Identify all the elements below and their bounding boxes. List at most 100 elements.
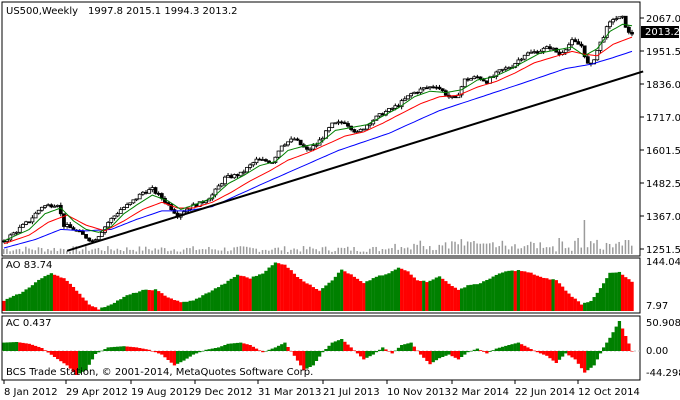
price-scale[interactable]: 2067.0 1951.5 1836.0 1717.0 1601.5 1482.5 1367…	[640, 14, 680, 379]
time-tick-label: 2 Mar 2014	[452, 387, 509, 398]
bullish-candle	[330, 122, 335, 128]
volume-bar	[81, 249, 84, 254]
volume-bar	[561, 241, 564, 254]
ac-bar	[100, 350, 104, 352]
price-candles[interactable]	[2, 15, 634, 244]
bullish-candle	[122, 207, 126, 210]
ao-bar	[321, 288, 325, 311]
ac-scale-label: -44.298	[646, 368, 680, 379]
volume-bar	[173, 249, 175, 254]
ao-bar	[267, 267, 271, 311]
ac-bar	[71, 351, 76, 372]
volume-bar	[277, 247, 280, 254]
bullish-candle	[238, 171, 243, 177]
bearish-candle	[431, 86, 436, 89]
ac-bar	[381, 347, 385, 351]
bearish-candle	[295, 138, 300, 141]
ac-bar	[43, 350, 47, 351]
bullish-candle	[399, 100, 404, 108]
ac-bar	[90, 351, 95, 360]
ao-bar	[586, 302, 590, 311]
volume-bar	[564, 248, 567, 254]
bullish-candle	[418, 88, 423, 94]
ao-bar	[131, 292, 136, 311]
volume-bar	[170, 250, 172, 254]
volume-bar	[539, 242, 541, 254]
ac-bar	[384, 349, 388, 351]
ac-bar	[428, 351, 432, 365]
support-trendline[interactable]	[66, 70, 644, 252]
bullish-candle	[276, 150, 281, 158]
bullish-candle	[219, 183, 224, 187]
ac-bar	[5, 342, 9, 351]
ac-bar	[179, 351, 183, 363]
ac-bar	[387, 351, 391, 352]
volume-bar	[56, 251, 59, 254]
volume-bar	[107, 246, 109, 254]
ao-bar	[324, 285, 328, 311]
volume-bar	[523, 246, 526, 254]
volume-bar	[163, 248, 166, 254]
ao-bar	[441, 278, 445, 311]
ac-bar	[456, 351, 461, 360]
time-scale[interactable]: 8 Jan 2012 29 Apr 2012 19 Aug 2012 9 Dec 20…	[3, 380, 640, 398]
price-pane[interactable]: US500,Weekly 1997.8 2015.1 1994.3 2013.2	[1, 1, 644, 257]
ac-bar	[109, 347, 113, 351]
ac-bar	[65, 351, 69, 366]
ac-bar	[78, 351, 82, 374]
volume-bar	[602, 249, 605, 254]
ac-bar	[172, 351, 177, 366]
bearish-candle	[49, 204, 54, 208]
bullish-candle	[254, 158, 259, 164]
ao-bar	[18, 293, 22, 311]
ac-bar	[122, 346, 126, 351]
bullish-candle	[551, 47, 556, 50]
ao-bar	[557, 283, 562, 311]
ao-bar	[194, 298, 199, 311]
ao-bar	[239, 275, 243, 311]
bullish-candle	[17, 226, 22, 233]
bullish-candle	[462, 78, 467, 88]
ac-histogram	[2, 321, 634, 375]
bullish-candle	[150, 187, 155, 190]
volume-bar	[274, 247, 276, 254]
volume-bar	[536, 248, 538, 254]
time-tick-label: 31 Mar 2013	[258, 387, 321, 398]
bullish-candle	[52, 205, 57, 208]
ac-bar	[488, 351, 492, 352]
ac-indicator-pane[interactable]: AC 0.437 BCS Trade Station, © 2001-2014,…	[1, 315, 641, 381]
ac-bar	[267, 349, 271, 351]
ao-bar	[24, 289, 28, 311]
bullish-candle	[248, 164, 253, 168]
bullish-candle	[204, 200, 208, 204]
volume-bar	[157, 249, 160, 254]
price-pane-frame	[1, 1, 641, 257]
volume-bar	[378, 251, 381, 254]
bearish-candle	[380, 113, 385, 116]
ao-bar	[595, 292, 599, 311]
ao-bar	[627, 279, 631, 311]
volume-bar	[517, 248, 519, 254]
bullish-candle	[112, 215, 117, 219]
volume-bar	[432, 250, 434, 254]
bullish-candle	[614, 18, 619, 21]
ao-bar	[349, 274, 353, 311]
ao-bar	[327, 282, 331, 311]
bearish-candle	[484, 80, 489, 84]
ao-bar	[160, 293, 164, 311]
volume-bar	[583, 220, 586, 254]
ao-bar	[491, 276, 495, 311]
volume-bar	[100, 250, 103, 254]
ac-bar	[295, 351, 300, 361]
ac-bar	[579, 351, 584, 369]
ao-indicator-pane[interactable]: AO 83.74	[1, 257, 641, 314]
bullish-candle	[544, 46, 549, 49]
volume-bar	[334, 251, 336, 254]
bearish-candle	[548, 46, 552, 50]
bearish-candle	[305, 146, 309, 150]
ac-bar	[201, 351, 205, 352]
volume-bar	[268, 250, 270, 254]
bearish-candle	[346, 123, 350, 127]
ac-bar	[513, 343, 517, 351]
